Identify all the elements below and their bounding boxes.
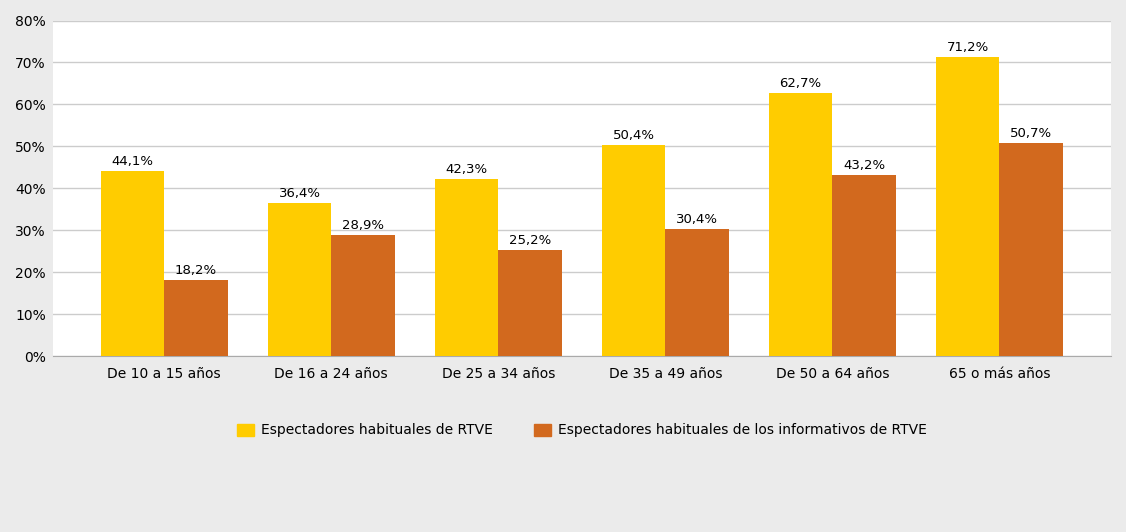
- Text: 50,4%: 50,4%: [613, 129, 654, 142]
- Bar: [832, 175, 896, 356]
- Bar: [1000, 144, 1063, 356]
- Bar: [101, 171, 164, 356]
- Bar: [602, 145, 665, 356]
- Bar: [499, 251, 562, 356]
- Bar: [268, 203, 331, 356]
- Legend: Espectadores habituales de RTVE, Espectadores habituales de los informativos de : Espectadores habituales de RTVE, Especta…: [232, 418, 932, 443]
- Text: 43,2%: 43,2%: [843, 159, 885, 172]
- Text: 50,7%: 50,7%: [1010, 128, 1052, 140]
- Text: 36,4%: 36,4%: [278, 187, 321, 201]
- Text: 42,3%: 42,3%: [446, 163, 488, 176]
- Text: 44,1%: 44,1%: [111, 155, 153, 168]
- Text: 18,2%: 18,2%: [175, 264, 217, 277]
- Bar: [164, 280, 227, 356]
- Bar: [936, 57, 1000, 356]
- Bar: [435, 179, 499, 356]
- Text: 62,7%: 62,7%: [779, 77, 822, 90]
- Text: 71,2%: 71,2%: [947, 41, 989, 54]
- Bar: [665, 229, 729, 356]
- Bar: [331, 235, 395, 356]
- Text: 28,9%: 28,9%: [342, 219, 384, 232]
- Bar: [769, 93, 832, 356]
- Text: 25,2%: 25,2%: [509, 235, 552, 247]
- Text: 30,4%: 30,4%: [676, 213, 718, 226]
